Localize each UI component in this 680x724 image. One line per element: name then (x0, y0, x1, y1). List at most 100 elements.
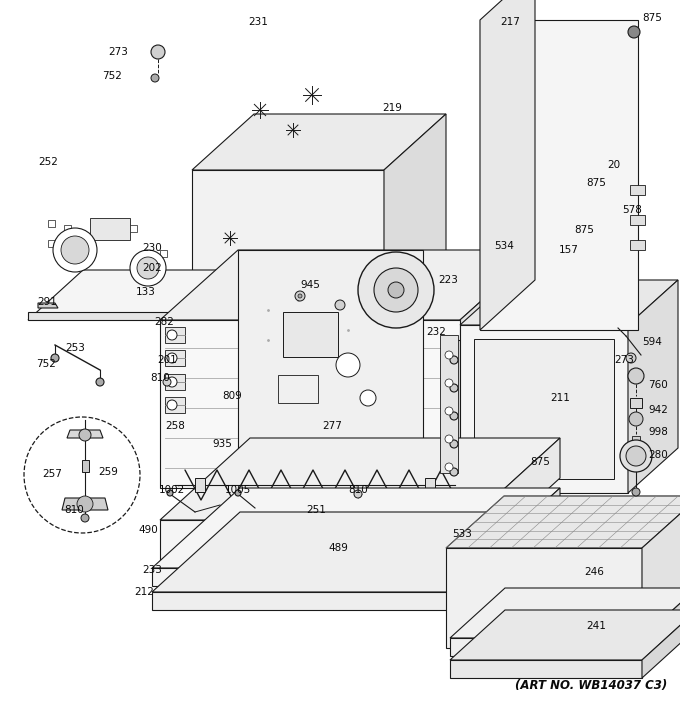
Polygon shape (67, 430, 103, 438)
Circle shape (61, 236, 89, 264)
Text: 875: 875 (642, 13, 662, 23)
Bar (425, 478, 435, 492)
Bar (632, 436, 640, 443)
Circle shape (295, 291, 305, 301)
Circle shape (445, 435, 453, 443)
Circle shape (629, 412, 643, 426)
Circle shape (167, 353, 177, 363)
Text: 809: 809 (222, 391, 242, 401)
Polygon shape (470, 438, 560, 560)
Polygon shape (450, 660, 642, 678)
Polygon shape (450, 610, 680, 660)
Circle shape (354, 490, 362, 498)
Text: 810: 810 (64, 505, 84, 515)
Polygon shape (448, 340, 460, 468)
Bar (630, 398, 642, 408)
Polygon shape (450, 588, 680, 638)
Circle shape (374, 268, 418, 312)
Text: 202: 202 (142, 263, 162, 273)
Text: 20: 20 (607, 160, 621, 170)
Polygon shape (384, 114, 446, 340)
Text: 257: 257 (42, 469, 62, 479)
Text: 490: 490 (138, 525, 158, 535)
Circle shape (360, 390, 376, 406)
Text: 231: 231 (248, 17, 268, 27)
Text: 219: 219 (382, 103, 402, 113)
Polygon shape (62, 498, 108, 510)
Circle shape (450, 412, 458, 420)
Circle shape (51, 354, 59, 362)
Bar (90, 218, 130, 240)
Text: 211: 211 (550, 393, 570, 403)
Text: 760: 760 (648, 380, 668, 390)
Text: 241: 241 (586, 621, 606, 631)
Ellipse shape (523, 533, 603, 561)
Text: 223: 223 (438, 275, 458, 285)
Text: 258: 258 (165, 421, 185, 431)
Circle shape (137, 257, 159, 279)
Circle shape (335, 300, 345, 310)
Text: 291: 291 (37, 297, 57, 307)
Text: 133: 133 (136, 287, 156, 297)
Polygon shape (160, 438, 560, 520)
Circle shape (445, 407, 453, 415)
Circle shape (450, 440, 458, 448)
Text: 810: 810 (348, 485, 368, 495)
Circle shape (81, 514, 89, 522)
Text: 232: 232 (426, 327, 446, 337)
Text: 233: 233 (142, 565, 162, 575)
Text: 935: 935 (212, 439, 232, 449)
Polygon shape (642, 588, 680, 656)
Bar (165, 397, 185, 413)
Text: 752: 752 (102, 71, 122, 81)
Polygon shape (480, 20, 638, 330)
Polygon shape (28, 270, 251, 320)
Circle shape (79, 429, 91, 441)
Circle shape (445, 379, 453, 387)
Text: 277: 277 (322, 421, 342, 431)
Circle shape (626, 353, 636, 363)
Text: 489: 489 (328, 543, 348, 553)
Text: (ART NO. WB14037 C3): (ART NO. WB14037 C3) (515, 680, 668, 692)
Circle shape (151, 74, 159, 82)
Polygon shape (152, 568, 472, 586)
Text: 273: 273 (108, 47, 128, 57)
Text: 280: 280 (648, 450, 668, 460)
Bar (130, 225, 137, 232)
Text: 230: 230 (142, 243, 162, 253)
Text: 251: 251 (306, 505, 326, 515)
Circle shape (628, 368, 644, 384)
Polygon shape (446, 548, 642, 648)
Polygon shape (152, 512, 560, 592)
Text: 212: 212 (134, 587, 154, 597)
Polygon shape (460, 250, 538, 488)
Bar (474, 339, 614, 479)
Polygon shape (160, 250, 538, 320)
Bar (283, 312, 338, 357)
Bar (278, 375, 318, 403)
Circle shape (628, 26, 640, 38)
Text: 246: 246 (584, 567, 604, 577)
Polygon shape (480, 0, 535, 330)
Text: 578: 578 (622, 205, 642, 215)
Polygon shape (642, 610, 680, 678)
Bar (64, 225, 71, 232)
Circle shape (235, 490, 241, 496)
Circle shape (450, 356, 458, 364)
Circle shape (388, 282, 404, 298)
Polygon shape (238, 250, 423, 490)
Circle shape (632, 488, 640, 496)
Polygon shape (160, 520, 470, 560)
Ellipse shape (520, 513, 605, 551)
Text: 201: 201 (157, 355, 177, 365)
Bar (195, 478, 205, 492)
Circle shape (167, 330, 177, 340)
Bar (165, 350, 185, 366)
Text: 252: 252 (38, 157, 58, 167)
Polygon shape (450, 638, 642, 656)
Bar (48, 240, 55, 247)
Polygon shape (192, 170, 384, 340)
Polygon shape (192, 114, 446, 170)
Circle shape (626, 446, 646, 466)
Circle shape (336, 353, 360, 377)
